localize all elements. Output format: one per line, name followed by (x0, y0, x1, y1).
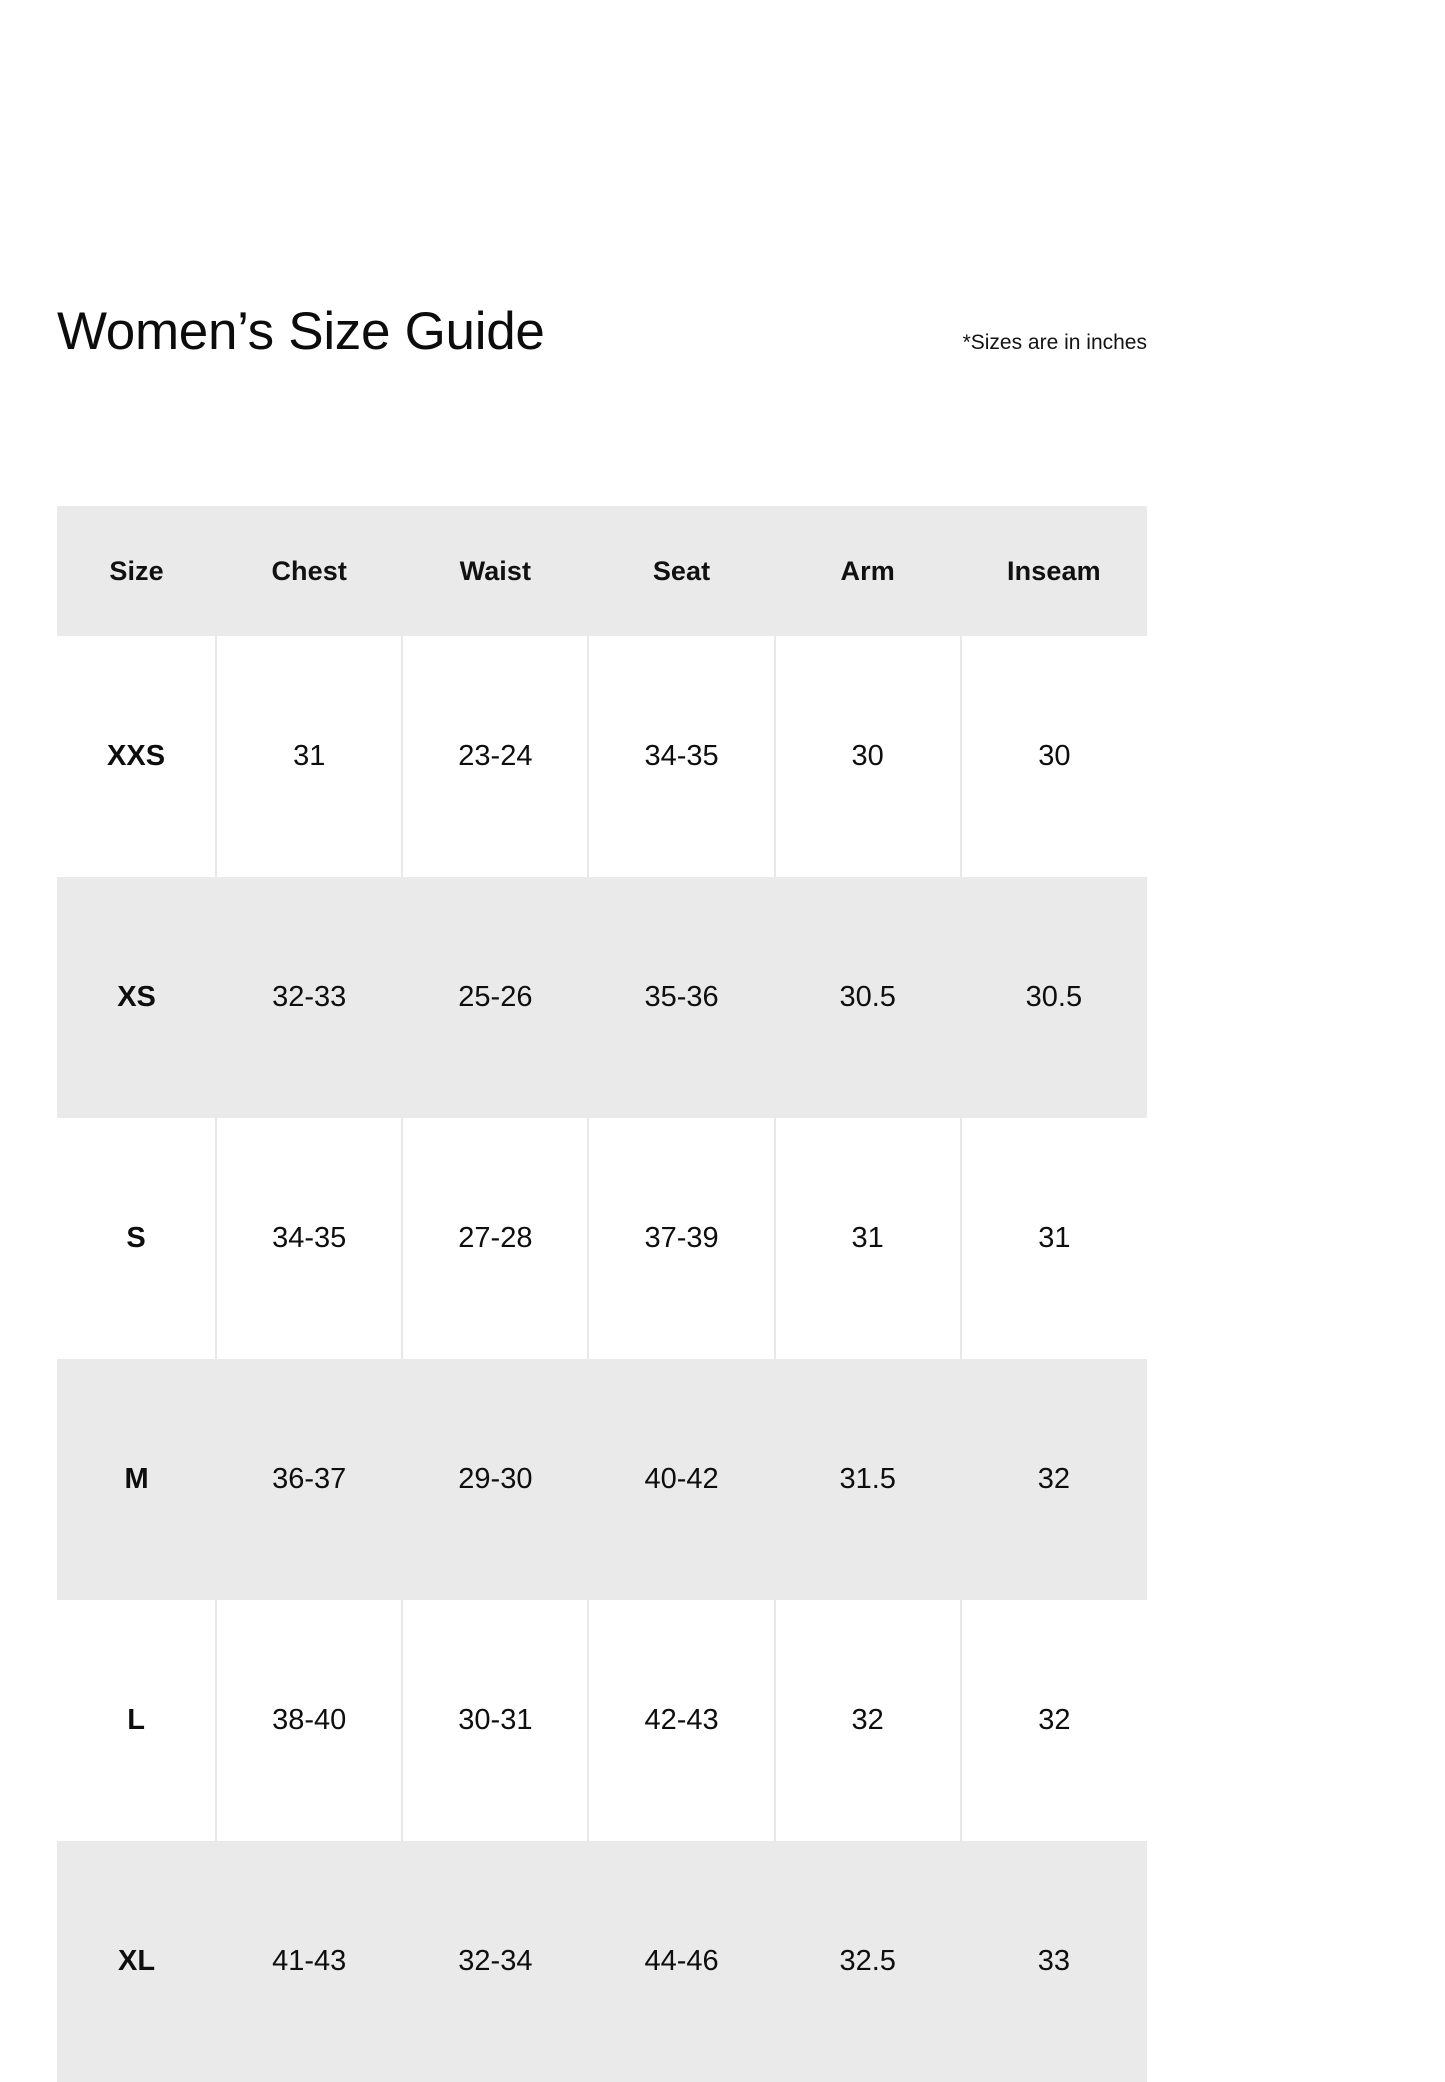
cell-arm: 30.5 (775, 877, 961, 1118)
cell-inseam: 30.5 (961, 877, 1147, 1118)
table-header: Size Chest Waist Seat Arm Inseam (57, 506, 1147, 636)
cell-waist: 23-24 (401, 636, 589, 877)
cell-size: M (57, 1359, 216, 1600)
cell-arm: 31.5 (775, 1359, 961, 1600)
column-header-waist: Waist (402, 506, 588, 636)
table-row: XXS 31 23-24 34-35 30 30 (57, 636, 1147, 877)
size-guide-page: Women’s Size Guide *Sizes are in inches … (57, 300, 1147, 2082)
cell-waist: 29-30 (402, 1359, 588, 1600)
cell-waist: 32-34 (402, 1841, 588, 2082)
cell-arm-value: 31.5 (839, 1463, 896, 1495)
cell-size: XXS (57, 636, 216, 877)
cell-inseam-value: 32 (1038, 1704, 1071, 1736)
column-header-chest-label: Chest (271, 555, 347, 586)
column-header-waist-label: Waist (459, 555, 532, 586)
cell-chest: 41-43 (216, 1841, 402, 2082)
cell-inseam: 31 (959, 1118, 1147, 1359)
cell-chest-value: 31 (293, 740, 326, 772)
cell-arm: 32.5 (775, 1841, 961, 2082)
cell-seat: 35-36 (588, 877, 774, 1118)
cell-arm: 31 (773, 1118, 961, 1359)
column-header-inseam: Inseam (961, 506, 1147, 636)
cell-chest-value: 36-37 (272, 1463, 347, 1495)
cell-arm: 32 (773, 1600, 961, 1841)
cell-size-value: S (126, 1222, 146, 1254)
cell-chest-value: 38-40 (272, 1704, 347, 1736)
column-header-size: Size (57, 506, 216, 636)
cell-seat: 44-46 (588, 1841, 774, 2082)
cell-waist-value: 29-30 (458, 1463, 533, 1495)
cell-arm-value: 32 (851, 1704, 884, 1736)
cell-inseam-value: 31 (1038, 1222, 1071, 1254)
column-header-chest: Chest (216, 506, 402, 636)
cell-waist-value: 32-34 (458, 1945, 533, 1977)
cell-waist: 25-26 (402, 877, 588, 1118)
table-body: XXS 31 23-24 34-35 30 30 XS 32-33 25-26 … (57, 636, 1147, 2082)
cell-inseam-value: 33 (1037, 1945, 1071, 1977)
cell-chest-value: 41-43 (272, 1945, 347, 1977)
cell-chest-value: 34-35 (272, 1222, 347, 1254)
cell-chest-value: 32-33 (272, 981, 347, 1013)
cell-inseam: 33 (961, 1841, 1147, 2082)
cell-size: L (57, 1600, 216, 1841)
table-row: XL 41-43 32-34 44-46 32.5 33 (57, 1841, 1147, 2082)
cell-arm-value: 30 (851, 740, 884, 772)
cell-chest: 36-37 (216, 1359, 402, 1600)
cell-inseam-value: 32 (1037, 1463, 1071, 1495)
cell-arm-value: 30.5 (839, 981, 896, 1013)
units-note: *Sizes are in inches (962, 331, 1147, 354)
table-row: M 36-37 29-30 40-42 31.5 32 (57, 1359, 1147, 1600)
cell-seat: 34-35 (587, 636, 775, 877)
cell-waist-value: 23-24 (458, 740, 533, 772)
cell-size-value: XXS (107, 740, 166, 772)
cell-seat-value: 42-43 (644, 1704, 719, 1736)
cell-seat-value: 40-42 (644, 1463, 719, 1495)
cell-inseam-value: 30 (1038, 740, 1071, 772)
cell-size: XS (57, 877, 216, 1118)
table-header-row: Size Chest Waist Seat Arm Inseam (57, 506, 1147, 636)
cell-waist-value: 25-26 (458, 981, 533, 1013)
cell-chest: 31 (215, 636, 403, 877)
cell-seat: 42-43 (587, 1600, 775, 1841)
cell-seat-value: 44-46 (644, 1945, 719, 1977)
cell-inseam: 30 (959, 636, 1147, 877)
cell-size: S (57, 1118, 216, 1359)
column-header-seat-label: Seat (652, 555, 711, 586)
cell-size-value: M (124, 1463, 149, 1495)
table-row: XS 32-33 25-26 35-36 30.5 30.5 (57, 877, 1147, 1118)
cell-seat: 40-42 (588, 1359, 774, 1600)
size-chart-table: Size Chest Waist Seat Arm Inseam XXS 31 … (57, 506, 1147, 2082)
column-header-inseam-label: Inseam (1007, 555, 1101, 586)
cell-size: XL (57, 1841, 216, 2082)
cell-inseam: 32 (961, 1359, 1147, 1600)
cell-waist-value: 27-28 (458, 1222, 533, 1254)
column-header-arm: Arm (775, 506, 961, 636)
cell-waist: 30-31 (401, 1600, 589, 1841)
cell-seat-value: 34-35 (644, 740, 719, 772)
cell-inseam-value: 30.5 (1025, 981, 1083, 1013)
cell-waist-value: 30-31 (458, 1704, 533, 1736)
cell-waist: 27-28 (401, 1118, 589, 1359)
column-header-seat: Seat (588, 506, 774, 636)
cell-chest: 32-33 (216, 877, 402, 1118)
column-header-arm-label: Arm (840, 555, 895, 586)
size-guide-header: Women’s Size Guide *Sizes are in inches (57, 300, 1147, 380)
column-header-size-label: Size (109, 555, 164, 586)
cell-arm-value: 32.5 (839, 1945, 896, 1977)
cell-size-value: XL (118, 1945, 156, 1977)
table-row: L 38-40 30-31 42-43 32 32 (57, 1600, 1147, 1841)
cell-chest: 34-35 (215, 1118, 403, 1359)
cell-seat-value: 37-39 (644, 1222, 719, 1254)
cell-arm-value: 31 (851, 1222, 884, 1254)
cell-arm: 30 (773, 636, 961, 877)
cell-seat-value: 35-36 (644, 981, 719, 1013)
cell-size-value: L (127, 1704, 145, 1736)
cell-inseam: 32 (959, 1600, 1147, 1841)
cell-chest: 38-40 (215, 1600, 403, 1841)
page-title: Women’s Size Guide (57, 302, 545, 361)
cell-size-value: XS (117, 981, 156, 1013)
table-row: S 34-35 27-28 37-39 31 31 (57, 1118, 1147, 1359)
cell-seat: 37-39 (587, 1118, 775, 1359)
